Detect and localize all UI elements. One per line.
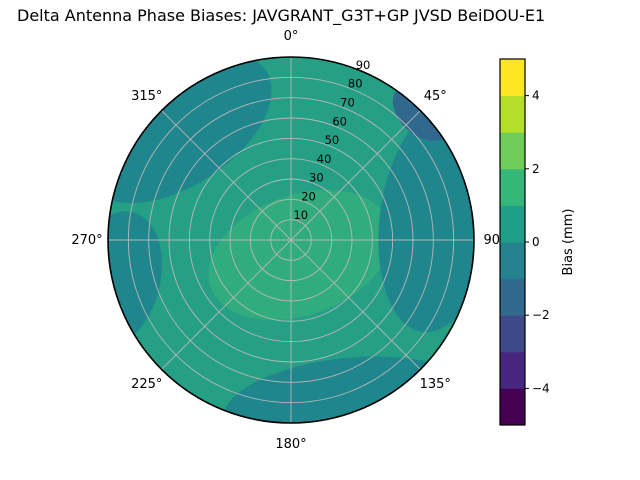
radial-tick-label: 80 [348, 77, 363, 91]
radial-tick-label: 40 [317, 152, 332, 166]
contour-band [108, 211, 163, 349]
radial-tick-label: 10 [293, 208, 308, 222]
azimuth-tick-label: 180° [275, 437, 306, 452]
colorbar-band [500, 278, 525, 316]
azimuth-tick-label: 225° [131, 377, 162, 392]
radial-tick-label: 90 [356, 58, 371, 72]
polar-grid-spoke [161, 110, 292, 241]
colorbar-band [500, 205, 525, 243]
colorbar-band [500, 59, 525, 97]
polar-grid-spoke [290, 239, 421, 370]
colorbar-band [500, 132, 525, 170]
polar-grid-spoke [290, 110, 421, 241]
colorbar-band [500, 242, 525, 280]
polar-outline [107, 56, 475, 424]
azimuth-tick-label: 45° [424, 89, 447, 104]
colorbar-tick-label: 2 [532, 162, 540, 176]
colorbar-tick-label: −2 [532, 308, 550, 322]
colorbar-band [500, 95, 525, 133]
azimuth-tick-label: 315° [131, 89, 162, 104]
radial-tick-label: 20 [301, 189, 316, 203]
radial-tick-label: 60 [332, 114, 347, 128]
colorbar-axis-label: Bias (mm) [561, 209, 576, 276]
colorbar-band [500, 168, 525, 206]
colorbar-tick-label: 4 [532, 89, 540, 103]
colorbar-tick-label: 0 [532, 235, 540, 249]
radial-tick-label: 50 [325, 133, 340, 147]
chart-title: Delta Antenna Phase Biases: JAVGRANT_G3T… [17, 6, 546, 25]
colorbar: −4 −2 0 2 4 Bias (mm) [499, 58, 576, 426]
radial-tick-label: 70 [340, 96, 355, 110]
azimuth-tick-label: 135° [420, 377, 451, 392]
colorbar-band [500, 388, 525, 426]
polar-grid-spoke [161, 239, 292, 370]
radial-tick-label: 30 [309, 171, 324, 185]
colorbar-tick-label: −4 [532, 381, 550, 395]
azimuth-tick-label: 0° [284, 29, 299, 44]
colorbar-band [500, 315, 525, 353]
azimuth-tick-label: 270° [71, 233, 102, 248]
colorbar-band [500, 351, 525, 389]
